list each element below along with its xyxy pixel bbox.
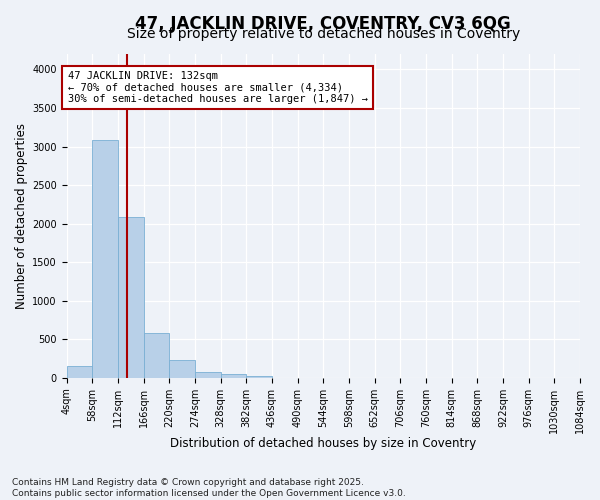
Bar — [143, 333, 169, 378]
Bar — [67, 366, 92, 378]
Bar — [247, 376, 272, 378]
Bar — [92, 140, 118, 378]
Y-axis label: Number of detached properties: Number of detached properties — [15, 123, 28, 309]
Text: 47 JACKLIN DRIVE: 132sqm
← 70% of detached houses are smaller (4,334)
30% of sem: 47 JACKLIN DRIVE: 132sqm ← 70% of detach… — [68, 71, 368, 104]
Bar — [169, 360, 195, 378]
Text: Size of property relative to detached houses in Coventry: Size of property relative to detached ho… — [127, 27, 520, 41]
Text: Contains HM Land Registry data © Crown copyright and database right 2025.
Contai: Contains HM Land Registry data © Crown c… — [12, 478, 406, 498]
Bar — [118, 218, 143, 378]
Bar — [195, 372, 221, 378]
Title: 47, JACKLIN DRIVE, COVENTRY, CV3 6QG: 47, JACKLIN DRIVE, COVENTRY, CV3 6QG — [136, 15, 511, 33]
X-axis label: Distribution of detached houses by size in Coventry: Distribution of detached houses by size … — [170, 437, 476, 450]
Bar — [221, 374, 247, 378]
